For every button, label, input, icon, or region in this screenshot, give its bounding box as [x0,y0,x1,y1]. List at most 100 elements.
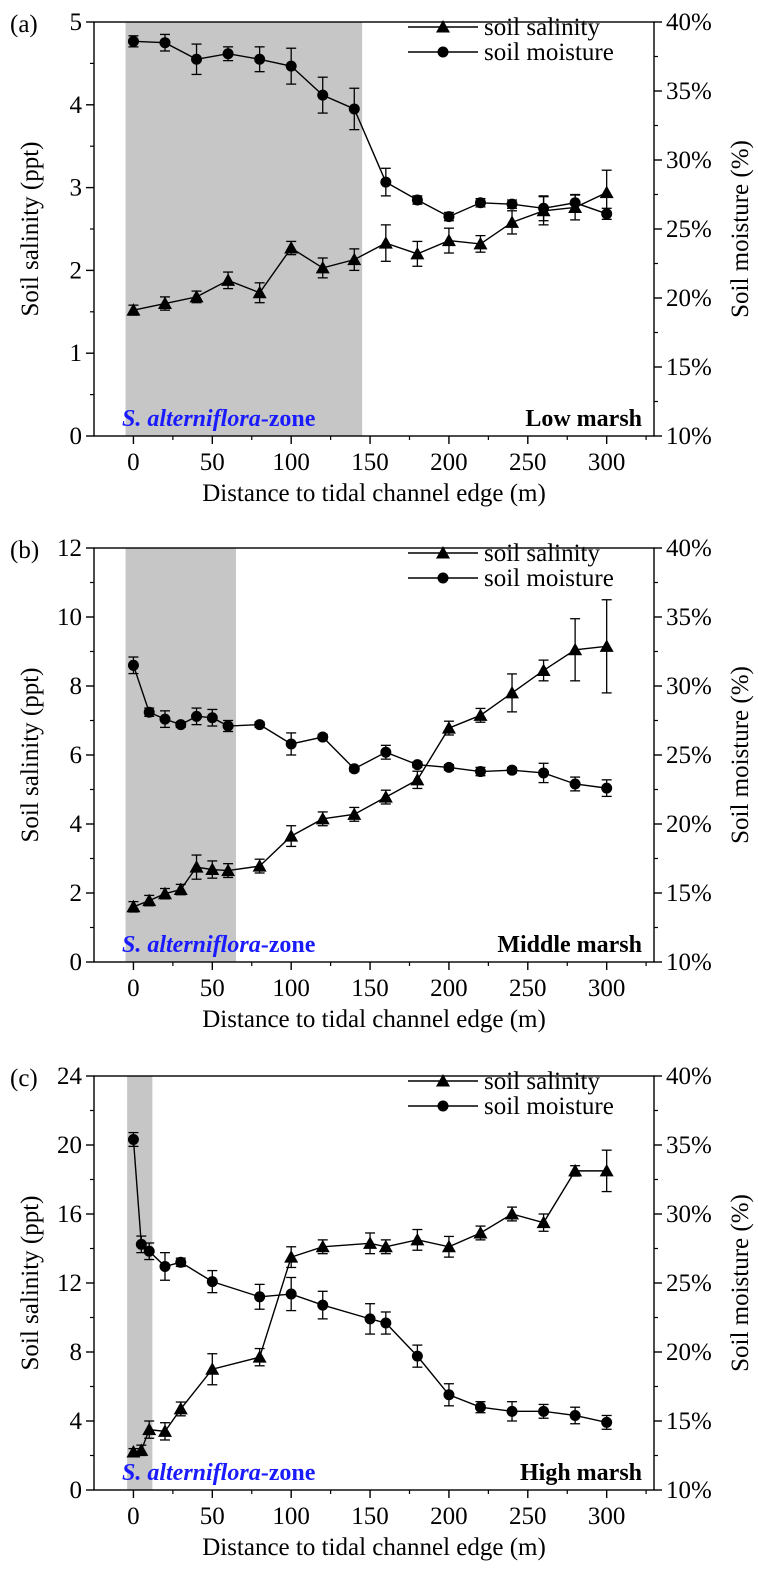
data-point-triangle [142,1422,157,1436]
x-tick-label: 200 [430,975,468,1002]
data-point-triangle [173,1401,188,1415]
data-point-circle [285,1288,297,1300]
data-point-circle [380,1317,392,1329]
y-tick-label: 16 [57,1201,82,1228]
y-tick-label: 0 [70,423,83,450]
data-point-circle [569,778,581,790]
y-tick-label: 5 [70,9,83,36]
y-tick-label: 10 [57,604,82,631]
data-point-circle [191,710,203,722]
data-point-circle [254,1291,266,1303]
series-circle [127,1131,613,1430]
data-point-circle [443,1389,455,1401]
y-tick-label: 4 [70,811,83,838]
data-point-triangle [205,1362,220,1375]
y2-axis-title: Soil moisture (%) [727,140,754,318]
data-point-triangle [599,639,614,652]
data-point-triangle [142,893,157,907]
data-point-circle [254,719,266,731]
legend-marker-triangle [436,1074,450,1087]
y-tick-label: 4 [70,1408,83,1435]
data-point-circle [348,763,360,775]
data-point-triangle [173,882,188,896]
x-tick-label: 300 [588,449,626,476]
zone-label-species: S. alterniflora [122,406,261,432]
y2-tick-label: 20% [666,1339,712,1366]
data-point-circle [348,103,360,115]
x-tick-label: 0 [127,975,140,1002]
y-tick-label: 20 [57,1132,82,1159]
data-point-triangle [157,1424,172,1437]
y-tick-label: 12 [57,1270,82,1297]
y-tick-label: 24 [57,1063,83,1090]
marsh-label: High marsh [520,1460,642,1486]
legend-label: soil moisture [484,39,614,66]
data-point-circle [364,1313,376,1325]
x-tick-label: 150 [351,1503,389,1530]
data-point-triangle [134,1443,149,1456]
x-tick-label: 300 [588,975,626,1002]
series-line [133,40,607,218]
data-point-triangle [252,859,267,872]
data-point-triangle [363,1236,378,1249]
data-point-triangle [378,236,393,249]
y2-tick-label: 30% [666,1201,712,1228]
data-point-triangle [505,1207,520,1220]
data-point-triangle [599,185,614,199]
data-point-circle [175,719,187,731]
legend-label: soil salinity [484,1068,600,1095]
data-point-triangle [441,721,456,734]
data-point-triangle [473,1225,488,1239]
x-tick-label: 0 [127,449,140,476]
data-point-circle [317,731,329,743]
y-tick-label: 0 [70,1477,83,1504]
series-circle [127,656,613,798]
panel-label: (c) [10,1065,38,1092]
data-point-circle [569,197,581,209]
y2-tick-label: 20% [666,285,712,312]
x-tick-label: 100 [272,449,310,476]
data-point-triangle [536,1215,551,1229]
data-point-triangle [252,285,267,299]
data-point-circle [443,211,455,223]
data-point-circle [127,1133,139,1145]
data-point-circle [601,782,613,794]
shaded-zone [125,22,363,436]
data-point-triangle [315,811,330,825]
y2-tick-label: 10% [666,423,712,450]
data-point-circle [411,1350,423,1362]
series-line [133,191,607,311]
data-point-circle [474,197,486,209]
x-tick-label: 200 [430,1503,468,1530]
data-point-circle [222,48,234,60]
y-tick-label: 12 [57,535,82,562]
x-tick-label: 50 [200,975,225,1002]
data-point-triangle [505,685,520,699]
legend-marker-circle [437,46,449,58]
legend-label: soil salinity [484,14,600,41]
x-tick-label: 100 [272,975,310,1002]
chart-panel-2: 0 50 100 150 200 250 300 0 2 4 6 8 10 12 10% 15% 20% 25% 3… [10,535,754,1033]
y2-tick-label: 10% [666,949,712,976]
data-point-circle [285,738,297,750]
legend-marker-triangle [436,20,450,33]
x-tick-label: 0 [127,1503,140,1530]
legend-marker-circle [437,572,449,584]
data-point-triangle [568,642,583,656]
zone-label: S. alterniflora-zone [122,1460,316,1486]
x-axis-title: Distance to tidal channel edge (m) [202,1534,546,1561]
data-point-triangle [221,273,236,286]
y-axis-title: Soil salinity (ppt) [17,668,44,843]
data-point-triangle [378,1239,393,1253]
data-point-triangle [441,233,456,247]
data-point-triangle [189,289,204,303]
legend-label: soil moisture [484,1093,614,1120]
data-point-circle [506,1405,518,1417]
y2-tick-label: 25% [666,1270,712,1297]
data-point-circle [506,198,518,210]
data-point-triangle [347,807,362,820]
chart-panel-3: 0 50 100 150 200 250 300 0 4 8 12 16 20 24 10% 15% 20% 25… [10,1063,754,1561]
